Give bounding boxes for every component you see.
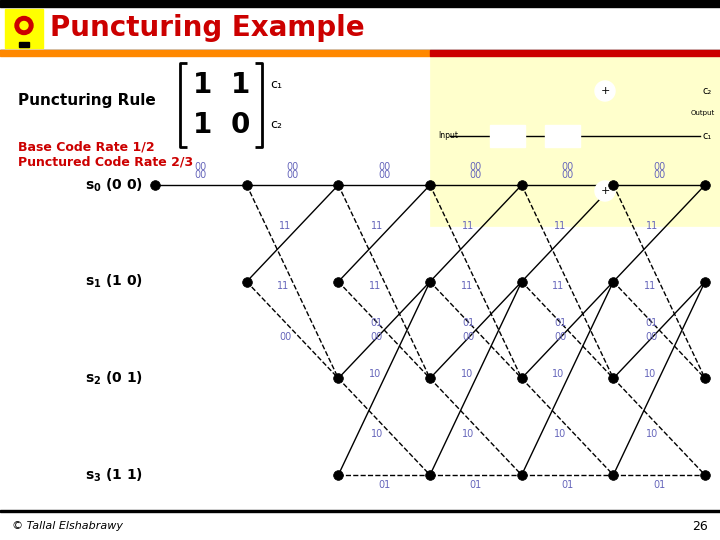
Bar	[430, 56, 720, 226]
Text: 00: 00	[562, 170, 574, 180]
Text: 10: 10	[462, 429, 474, 438]
Bar	[0, 0, 720, 7]
FancyArrow shape	[19, 42, 29, 46]
Circle shape	[20, 22, 28, 30]
Text: +: +	[600, 186, 610, 196]
Text: 00: 00	[653, 170, 665, 180]
Text: 11: 11	[462, 221, 474, 232]
Text: 10: 10	[552, 369, 564, 379]
Text: 00: 00	[646, 332, 658, 342]
Text: 11: 11	[277, 281, 289, 291]
Text: 01: 01	[371, 318, 383, 328]
Text: 00: 00	[469, 162, 482, 172]
Circle shape	[15, 17, 33, 35]
Text: 11: 11	[279, 221, 292, 232]
Text: 01: 01	[469, 480, 482, 490]
Text: Puncturing Rule: Puncturing Rule	[18, 92, 156, 107]
Text: 01: 01	[653, 480, 665, 490]
Text: 00: 00	[371, 332, 383, 342]
Text: Punctured Code Rate 2/3: Punctured Code Rate 2/3	[18, 156, 193, 168]
Text: c₂: c₂	[270, 118, 282, 132]
Text: 01: 01	[462, 318, 474, 328]
Text: Output: Output	[690, 111, 715, 117]
Bar	[430, 50, 720, 56]
Text: 00: 00	[287, 170, 299, 180]
Text: 01: 01	[378, 480, 390, 490]
Text: 00: 00	[653, 162, 665, 172]
Text: 11: 11	[461, 281, 473, 291]
Bar	[0, 7, 720, 50]
Text: 01: 01	[554, 318, 567, 328]
Text: 0: 0	[230, 111, 250, 139]
Circle shape	[595, 81, 615, 101]
Text: 01: 01	[646, 318, 658, 328]
Bar	[0, 50, 430, 56]
Text: 11: 11	[552, 281, 564, 291]
Text: Base Code Rate 1/2: Base Code Rate 1/2	[18, 140, 155, 153]
Text: +: +	[600, 86, 610, 96]
Text: 10: 10	[644, 369, 656, 379]
Bar	[5, 9, 43, 48]
Text: $\mathbf{s_3}$ (1 1): $\mathbf{s_3}$ (1 1)	[85, 467, 143, 484]
Text: 00: 00	[462, 332, 474, 342]
Text: 10: 10	[369, 369, 382, 379]
Text: $\mathbf{s_2}$ (0 1): $\mathbf{s_2}$ (0 1)	[85, 370, 143, 387]
Text: 10: 10	[461, 369, 473, 379]
Text: c₂: c₂	[703, 86, 712, 96]
Circle shape	[595, 181, 615, 201]
Text: 10: 10	[554, 429, 567, 438]
Text: 00: 00	[562, 162, 574, 172]
Text: 11: 11	[644, 281, 656, 291]
Bar	[490, 125, 525, 147]
Text: 1: 1	[230, 71, 250, 99]
Text: 00: 00	[378, 170, 390, 180]
Text: 1: 1	[192, 111, 212, 139]
Bar	[0, 50, 720, 52]
Text: 1: 1	[192, 71, 212, 99]
Text: Input: Input	[438, 132, 458, 140]
Text: 10: 10	[646, 429, 658, 438]
Text: 00: 00	[279, 332, 292, 342]
Text: 10: 10	[371, 429, 383, 438]
Text: 01: 01	[562, 480, 574, 490]
Text: 00: 00	[554, 332, 567, 342]
Text: 00: 00	[378, 162, 390, 172]
Bar	[0, 510, 720, 512]
Bar	[545, 125, 580, 147]
Text: c₁: c₁	[270, 78, 282, 91]
Bar	[0, 510, 720, 540]
Text: c₁: c₁	[703, 131, 712, 141]
Text: $\mathbf{s_1}$ (1 0): $\mathbf{s_1}$ (1 0)	[85, 273, 143, 291]
Text: 26: 26	[692, 519, 708, 532]
Text: $\mathbf{s_0}$ (0 0): $\mathbf{s_0}$ (0 0)	[85, 176, 143, 194]
Text: 00: 00	[469, 170, 482, 180]
Text: Puncturing Example: Puncturing Example	[50, 15, 364, 43]
Text: © Tallal Elshabrawy: © Tallal Elshabrawy	[12, 521, 123, 531]
Text: 00: 00	[194, 170, 207, 180]
Bar	[5, 9, 43, 48]
Text: 00: 00	[194, 162, 207, 172]
Text: 11: 11	[371, 221, 383, 232]
Text: 11: 11	[646, 221, 658, 232]
Text: 00: 00	[287, 162, 299, 172]
Text: 11: 11	[554, 221, 567, 232]
Text: 11: 11	[369, 281, 382, 291]
